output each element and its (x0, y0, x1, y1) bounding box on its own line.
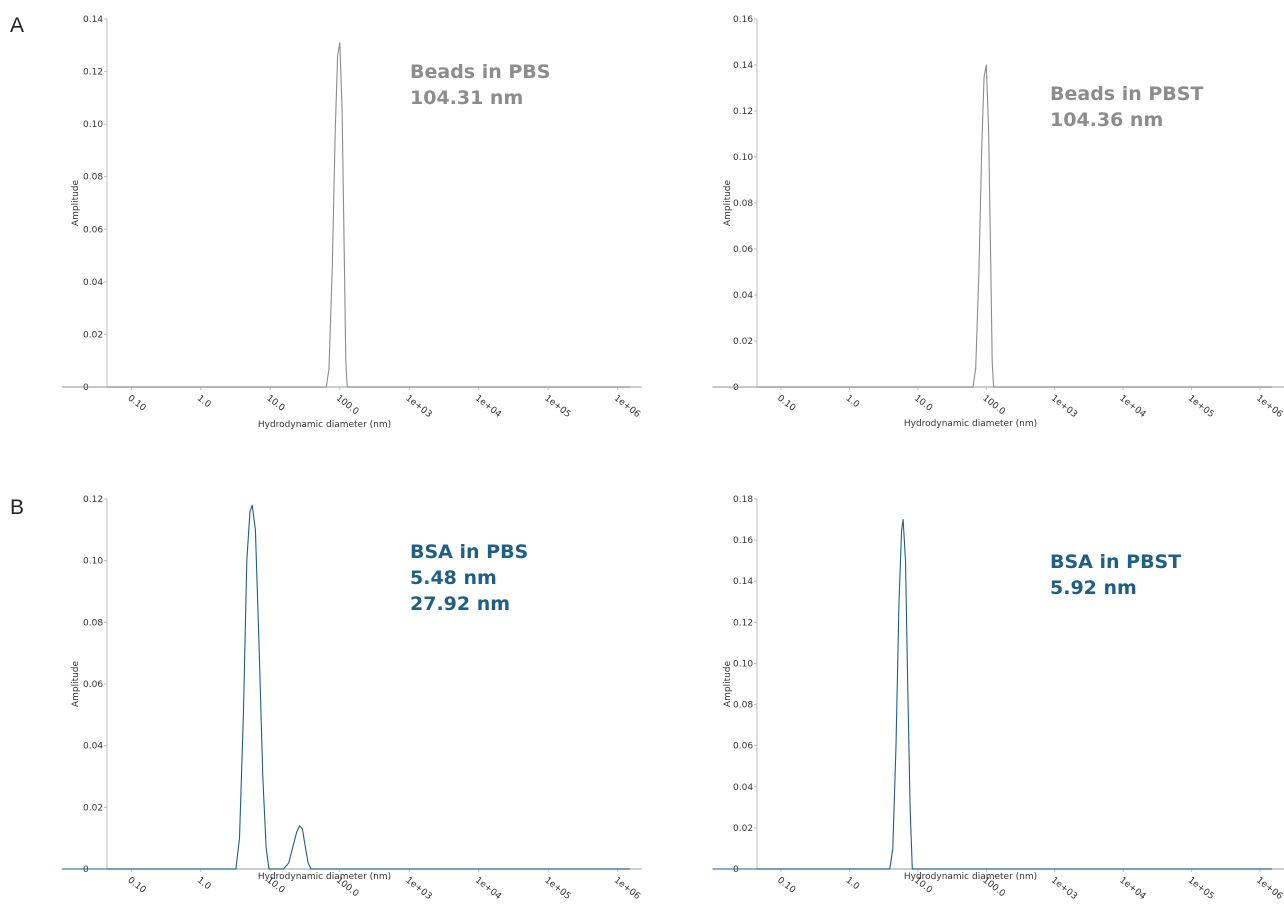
y-tick-label: 0.08 (733, 701, 753, 711)
x-tick-label: 1e+06 (1254, 393, 1284, 420)
y-axis-title: Amplitude (723, 660, 733, 707)
y-tick-label: 0.12 (733, 107, 753, 117)
x-axis-title: Hydrodynamic diameter (nm) (904, 419, 1037, 429)
y-tick-label: 0.04 (733, 783, 753, 793)
x-tick-label: 100.0 (334, 393, 361, 417)
x-tick-label: 1.0 (844, 393, 862, 410)
y-tick-label: 0.14 (733, 61, 753, 71)
y-axis-title: Amplitude (71, 660, 81, 707)
x-tick-label: 1e+04 (1117, 393, 1147, 420)
series-line (712, 64, 1273, 388)
x-tick-label: 10.0 (264, 393, 286, 413)
y-tick-label: 0 (733, 865, 739, 875)
x-tick-label: 1e+03 (403, 393, 433, 420)
series-line (61, 504, 630, 870)
y-tick-label: 0.04 (733, 291, 753, 301)
y-tick-label: 0 (83, 865, 89, 875)
y-tick-label: 0.10 (83, 120, 103, 130)
series-line (712, 519, 1273, 870)
y-tick-label: 0 (83, 383, 89, 393)
chart-panel-a-right: 0 0.02 0.04 0.06 0.08 0.10 0.12 0.14 0.16 0.10 1.0… (712, 15, 1284, 429)
x-tick-label: 1.0 (195, 875, 213, 892)
y-tick-label: 0.12 (83, 495, 103, 505)
y-tick-label: 0.02 (83, 330, 103, 340)
x-tick-label: 1e+06 (612, 875, 642, 902)
annotation-line: 27.92 nm (410, 593, 510, 615)
y-tick-label: 0.10 (83, 557, 103, 567)
y-tick-label: 0.12 (733, 618, 753, 628)
annotation-line: 5.48 nm (410, 567, 497, 589)
x-tick-label: 1e+03 (403, 875, 433, 902)
y-tick-label: 0.16 (733, 15, 753, 25)
y-tick-label: 0.14 (733, 577, 753, 587)
y-tick-label: 0.06 (83, 225, 103, 235)
x-axis-title: Hydrodynamic diameter (nm) (258, 872, 391, 882)
x-tick-label: 1e+05 (1186, 393, 1216, 420)
x-tick-label: 0.10 (775, 393, 797, 413)
annotation-line: 5.92 nm (1050, 577, 1137, 599)
x-tick-label: 0.10 (125, 393, 147, 413)
y-tick-label: 0.02 (733, 337, 753, 347)
y-tick-label: 0.08 (83, 173, 103, 183)
x-tick-label: 0.10 (125, 875, 147, 895)
row-label-a: A (10, 14, 25, 37)
x-tick-label: 1e+03 (1049, 875, 1079, 902)
y-axis-title: Amplitude (71, 179, 81, 226)
x-tick-label: 1e+03 (1049, 393, 1079, 420)
y-tick-label: 0.08 (83, 618, 103, 628)
x-tick-label: 1e+05 (1186, 875, 1216, 902)
x-tick-label: 1e+05 (542, 393, 572, 420)
y-tick-label: 0.12 (83, 68, 103, 78)
y-tick-label: 0.02 (83, 803, 103, 813)
x-tick-label: 1.0 (844, 875, 862, 892)
annotation-line: 104.36 nm (1050, 109, 1163, 131)
x-tick-label: 100.0 (980, 393, 1007, 417)
chart-panel-b-right: 0 0.02 0.04 0.06 0.08 0.10 0.12 0.14 0.16 0.18 0.1… (712, 495, 1284, 902)
x-tick-label: 1e+04 (473, 393, 503, 420)
annotation-line: 104.31 nm (410, 87, 523, 109)
x-tick-label: 1e+05 (542, 875, 572, 902)
y-axis-title: Amplitude (723, 179, 733, 226)
chart-panel-a-left: 0 0.02 0.04 0.06 0.08 0.10 0.12 0.14 0.10 1.0 10.0… (61, 15, 642, 430)
row-label-b: B (10, 496, 25, 519)
y-tick-label: 0.04 (83, 742, 103, 752)
x-tick-label: 1e+06 (612, 393, 642, 420)
x-tick-label: 1e+04 (473, 875, 503, 902)
y-tick-label: 0.10 (733, 153, 753, 163)
x-axis-title: Hydrodynamic diameter (nm) (904, 872, 1037, 882)
y-tick-label: 0.18 (733, 495, 753, 505)
series-line (61, 42, 630, 388)
y-tick-label: 0.10 (733, 659, 753, 669)
annotation-line: BSA in PBS (410, 541, 528, 563)
annotation-line: Beads in PBST (1050, 83, 1203, 105)
y-tick-label: 0.06 (733, 742, 753, 752)
x-tick-label: 0.10 (775, 875, 797, 895)
y-tick-label: 0 (733, 383, 739, 393)
x-tick-label: 1e+04 (1117, 875, 1147, 902)
x-tick-label: 1e+06 (1254, 875, 1284, 902)
y-tick-label: 0.14 (83, 15, 103, 25)
y-tick-label: 0.06 (83, 680, 103, 690)
y-tick-label: 0.16 (733, 536, 753, 546)
y-tick-label: 0.06 (733, 245, 753, 255)
chart-panel-b-left: 00.020.040.060.080.100.120.10 1.0 10.0 100.… (61, 495, 642, 902)
y-tick-label: 0.02 (733, 824, 753, 834)
x-tick-label: 10.0 (912, 393, 934, 413)
annotation-line: Beads in PBS (410, 61, 550, 83)
y-tick-label: 0.08 (733, 199, 753, 209)
x-tick-label: 1.0 (195, 393, 213, 410)
y-tick-label: 0.04 (83, 278, 103, 288)
annotation-line: BSA in PBST (1050, 551, 1181, 573)
x-axis-title: Hydrodynamic diameter (nm) (258, 420, 391, 430)
